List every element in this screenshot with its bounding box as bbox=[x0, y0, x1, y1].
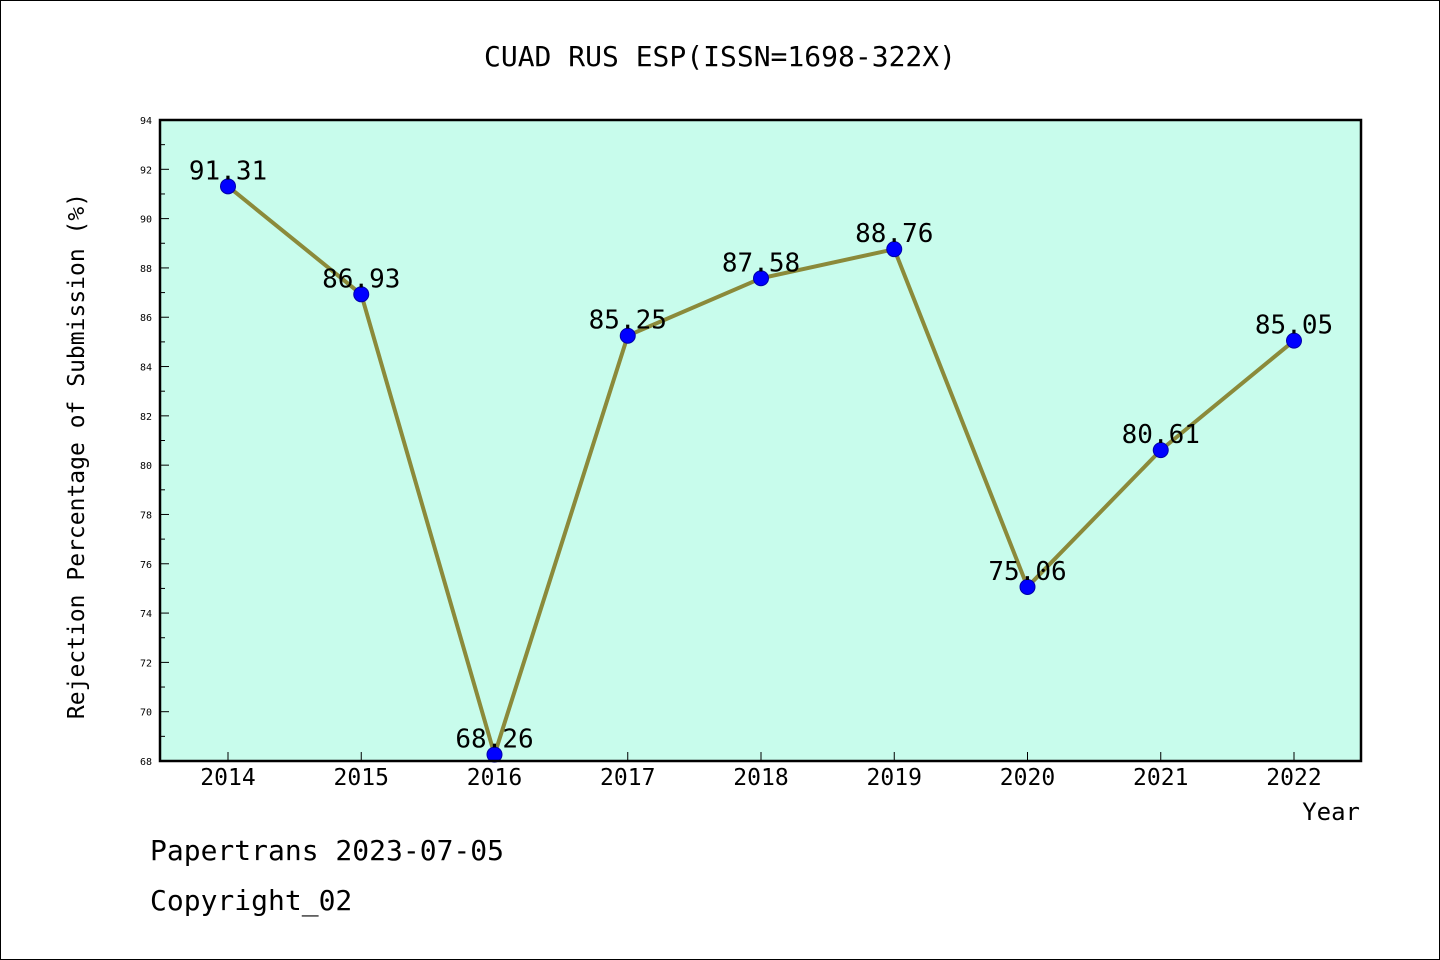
y-tick-label: 70 bbox=[140, 708, 152, 719]
data-point bbox=[753, 270, 769, 287]
x-tick-label: 2014 bbox=[200, 765, 255, 791]
x-tick-label: 2021 bbox=[1133, 765, 1188, 791]
x-tick-label: 2015 bbox=[334, 765, 389, 791]
x-tick-label: 2016 bbox=[467, 765, 522, 791]
y-tick-label: 72 bbox=[140, 658, 152, 669]
x-tick-label: 2017 bbox=[600, 765, 655, 791]
footer-copyright-text: Copyright_02 bbox=[150, 884, 353, 917]
data-label: 91.31 bbox=[189, 156, 267, 186]
data-point bbox=[353, 286, 370, 303]
y-tick-label: 78 bbox=[140, 510, 152, 521]
y-tick-label: 82 bbox=[140, 412, 152, 423]
x-tick-label: 2022 bbox=[1266, 765, 1321, 791]
data-point bbox=[886, 241, 903, 258]
chart-title: CUAD RUS ESP(ISSN=1698-322X) bbox=[484, 40, 956, 73]
data-label: 68.26 bbox=[455, 725, 533, 755]
data-label: 88.76 bbox=[855, 219, 933, 249]
data-label: 85.05 bbox=[1255, 311, 1333, 341]
y-tick-label: 74 bbox=[140, 609, 152, 620]
footer-date-text: Papertrans 2023-07-05 bbox=[150, 834, 505, 867]
data-label: 86.93 bbox=[322, 264, 400, 294]
y-tick-label: 76 bbox=[140, 560, 152, 571]
y-tick-label: 84 bbox=[140, 363, 152, 374]
y-tick-label: 80 bbox=[140, 461, 152, 472]
data-point bbox=[220, 178, 236, 195]
y-tick-label: 90 bbox=[140, 215, 152, 226]
data-point bbox=[1286, 332, 1302, 349]
y-tick-label: 94 bbox=[140, 116, 152, 127]
data-label: 85.25 bbox=[589, 306, 667, 336]
data-point bbox=[619, 327, 636, 344]
y-tick-label: 88 bbox=[140, 264, 152, 275]
y-tick-label: 92 bbox=[140, 165, 152, 176]
y-tick-label: 86 bbox=[140, 313, 152, 324]
y-tick-label: 68 bbox=[140, 757, 152, 768]
data-point bbox=[1019, 578, 1036, 595]
data-label: 87.58 bbox=[722, 248, 800, 278]
y-axis-label: Rejection Percentage of Submission (%) bbox=[64, 193, 90, 719]
x-tick-label: 2019 bbox=[867, 765, 922, 791]
data-point bbox=[1152, 442, 1169, 459]
x-tick-label: 2018 bbox=[733, 765, 788, 791]
x-axis-label: Year bbox=[1302, 798, 1360, 826]
plot-area: 68 70 72 74 76 78 80 82 84 86 88 90 92 94 2014 2015 2016… bbox=[140, 116, 1363, 791]
plot-background bbox=[160, 120, 1361, 761]
data-label: 80.61 bbox=[1122, 420, 1200, 450]
data-label: 75.06 bbox=[988, 557, 1066, 587]
x-tick-label: 2020 bbox=[1000, 765, 1055, 791]
plot-frame bbox=[158, 118, 1363, 763]
